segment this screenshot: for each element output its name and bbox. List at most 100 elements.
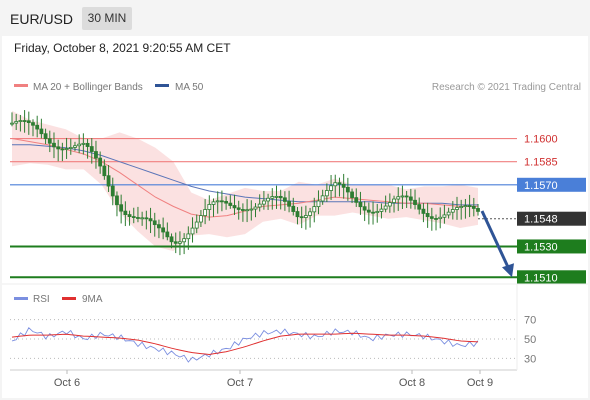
candle-body [241, 209, 245, 211]
candle-body [295, 211, 300, 218]
candle-body [131, 216, 136, 218]
candle-body [371, 211, 375, 214]
candle-body [106, 175, 111, 187]
candle-body [220, 200, 224, 203]
currency-pair: EUR/USD [10, 11, 74, 27]
candle-body [64, 148, 69, 150]
candle-body [52, 142, 56, 148]
level-label-pivot: 1.1570 [524, 180, 558, 192]
candle-body [341, 183, 346, 188]
candle-body [270, 196, 275, 199]
projection-head [502, 263, 514, 278]
candle-body [392, 198, 396, 203]
candle-body [215, 200, 220, 203]
candle-body [56, 146, 61, 150]
candle-body [476, 208, 480, 212]
candle-body [81, 142, 86, 145]
candle-body [98, 157, 103, 167]
candle-body [366, 209, 371, 213]
candle-body [387, 202, 392, 207]
x-tick-label: Oct 7 [227, 377, 253, 389]
projection-shaft [480, 210, 511, 270]
price-levels [10, 137, 517, 279]
candle-body [182, 238, 187, 243]
ma20-line [11, 138, 478, 218]
candle-body [245, 209, 249, 212]
candle-body [396, 196, 401, 200]
candle-body [165, 231, 170, 238]
candle-body [299, 216, 304, 219]
candle-body [442, 214, 447, 218]
rsi-tick-label: 70 [524, 315, 536, 327]
candle-body [115, 195, 119, 206]
candle-body [85, 142, 90, 147]
candle-body [379, 208, 384, 212]
rsi-legend-label: RSI [33, 294, 50, 305]
candle-body [404, 195, 409, 198]
level-label-support: 1.1530 [524, 241, 558, 253]
candle-body [274, 195, 279, 198]
candle-body [14, 121, 19, 124]
ma20-legend-label: MA 20 + Bollinger Bands [33, 82, 143, 93]
candle-body [26, 120, 31, 124]
candle-body [102, 165, 107, 177]
candle-body [73, 145, 77, 148]
moving-averages [11, 138, 478, 218]
timeframe-button[interactable]: 30 MIN [82, 7, 132, 30]
rsi-ma9-line [11, 332, 479, 355]
candle-body [194, 221, 199, 229]
candle-body [253, 206, 258, 210]
candle-body [10, 122, 14, 125]
candles [10, 110, 480, 256]
candle-body [203, 209, 208, 217]
candle-body [400, 195, 405, 198]
candle-body [337, 182, 342, 185]
level-label-current: 1.1548 [524, 214, 558, 226]
projection-arrow [480, 210, 514, 278]
level-label-support: 1.1510 [524, 272, 558, 284]
candle-body [312, 206, 317, 213]
candle-body [303, 215, 308, 218]
ma50-legend-label: MA 50 [175, 82, 204, 93]
candle-body [308, 211, 312, 216]
candle-body [282, 197, 287, 202]
candle-body [18, 120, 23, 122]
candle-body [455, 207, 459, 210]
candle-body [148, 218, 153, 222]
candle-body [324, 190, 329, 197]
candle-body [249, 208, 254, 211]
candle-body [450, 209, 455, 213]
candle-body [354, 197, 359, 203]
candle-body [291, 205, 296, 212]
candle-body [140, 217, 145, 220]
candle-body [350, 191, 354, 198]
candle-body [119, 204, 124, 212]
candle-body [429, 216, 434, 219]
candle-body [375, 211, 380, 214]
candle-body [446, 211, 451, 216]
candle-body [35, 124, 40, 130]
chart-header: EUR/USD 30 MIN [0, 0, 590, 36]
candle-body [228, 202, 233, 206]
candle-body [224, 200, 229, 204]
candle-body [463, 205, 468, 208]
candle-body [43, 133, 48, 140]
rsi-panel: 70 50 30 [10, 315, 536, 365]
candle-body [178, 241, 182, 244]
candle-body [266, 197, 270, 202]
candle-body [169, 236, 174, 243]
candle-body [438, 216, 443, 220]
candle-body [333, 182, 338, 187]
x-tick-label: Oct 9 [467, 377, 493, 389]
level-badge-support [517, 239, 586, 254]
rsi-line [11, 327, 479, 363]
candle-body [413, 199, 417, 205]
candle-body [471, 205, 476, 209]
candle-body [127, 214, 132, 217]
candle-body [22, 120, 27, 122]
candle-body [173, 241, 178, 244]
bollinger-bands [12, 110, 478, 252]
level-badge-current [517, 211, 586, 226]
candle-body [123, 210, 128, 215]
